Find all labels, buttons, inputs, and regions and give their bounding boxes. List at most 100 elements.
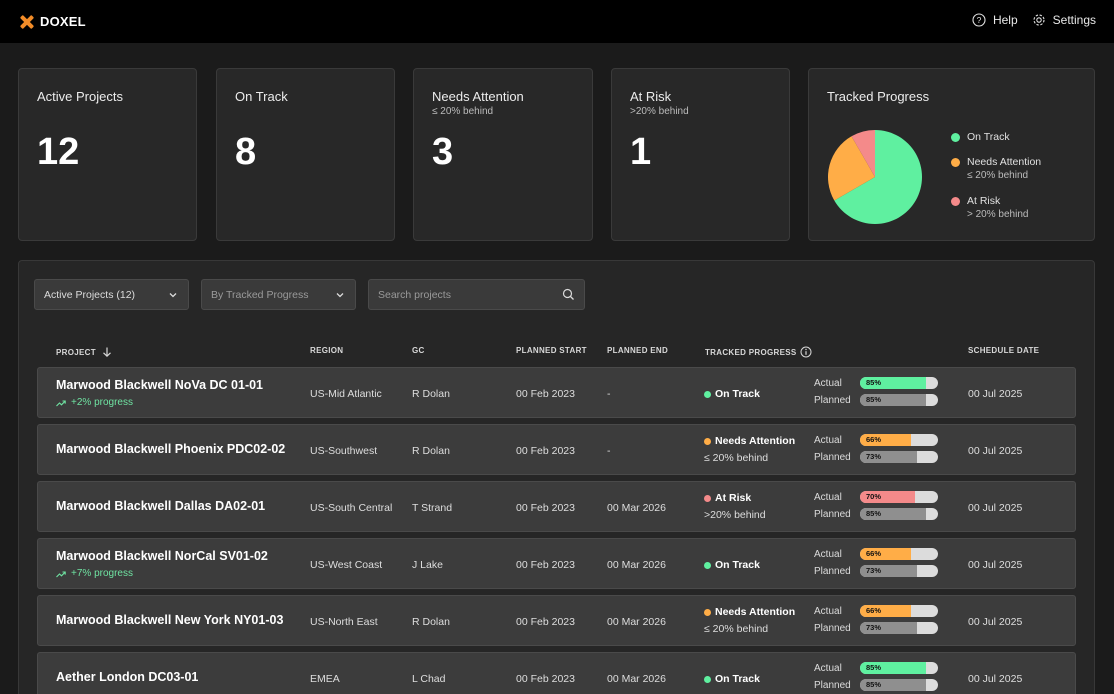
- project-name[interactable]: Marwood Blackwell NoVa DC 01-01: [56, 378, 264, 392]
- project-name[interactable]: Marwood Blackwell Phoenix PDC02-02: [56, 442, 286, 456]
- region: US-Mid Atlantic: [310, 388, 382, 400]
- settings-link[interactable]: Settings: [1032, 13, 1096, 27]
- actual-progress-value: 66%: [860, 548, 912, 560]
- planned-progress-bar: 85%: [860, 508, 938, 520]
- actual-progress-bar: 85%: [860, 662, 938, 674]
- project-row[interactable]: Marwood Blackwell Dallas DA02-01 US-Sout…: [37, 481, 1076, 532]
- actual-label: Actual: [814, 435, 842, 446]
- planned-start: 00 Feb 2023: [516, 616, 575, 628]
- status-sublabel: ≤ 20% behind: [704, 623, 769, 635]
- column-header-tracked-progress[interactable]: TRACKED PROGRESS: [705, 346, 812, 358]
- project-name[interactable]: Aether London DC03-01: [56, 670, 199, 684]
- project-name[interactable]: Marwood Blackwell Dallas DA02-01: [56, 499, 266, 513]
- region: US-Southwest: [310, 445, 378, 457]
- card-value: 1: [630, 131, 652, 173]
- card-on-track[interactable]: On Track 8: [216, 68, 395, 241]
- status-dot: [704, 390, 711, 398]
- card-title: On Track: [235, 89, 288, 104]
- help-icon: ?: [972, 13, 986, 27]
- search-placeholder: Search projects: [378, 288, 451, 301]
- project-row[interactable]: Aether London DC03-01 EMEA L Chad 00 Feb…: [37, 652, 1076, 694]
- region: US-North East: [310, 616, 378, 628]
- planned-label: Planned: [814, 452, 851, 463]
- planned-progress-bar: 73%: [860, 451, 938, 463]
- project-row[interactable]: Marwood Blackwell NorCal SV01-02 +7% pro…: [37, 538, 1076, 589]
- schedule-date: 00 Jul 2025: [968, 445, 1023, 457]
- status-badge: Needs Attention: [704, 606, 795, 618]
- planned-label: Planned: [814, 395, 851, 406]
- search-icon[interactable]: [562, 288, 575, 301]
- card-active-projects[interactable]: Active Projects 12: [18, 68, 197, 241]
- planned-end: 00 Mar 2026: [607, 673, 666, 685]
- logo[interactable]: DOXEL: [19, 14, 86, 29]
- status-dot: [704, 494, 711, 502]
- top-bar: DOXEL ? Help Settings: [0, 0, 1114, 43]
- actual-label: Actual: [814, 549, 842, 560]
- planned-progress-value: 73%: [860, 565, 917, 577]
- tracked-progress-pie-chart: [828, 130, 922, 224]
- project-name[interactable]: Marwood Blackwell NorCal SV01-02: [56, 549, 268, 563]
- legend-label: At Risk: [967, 195, 1001, 207]
- planned-progress-bar: 73%: [860, 565, 938, 577]
- column-header-planned-start[interactable]: PLANNED START: [516, 346, 587, 355]
- planned-progress-bar: 85%: [860, 679, 938, 691]
- planned-start: 00 Feb 2023: [516, 445, 575, 457]
- planned-progress-bar: 73%: [860, 622, 938, 634]
- planned-end: -: [607, 445, 611, 457]
- gc: R Dolan: [412, 388, 450, 400]
- column-header-region[interactable]: REGION: [310, 346, 344, 355]
- card-value: 12: [37, 131, 80, 173]
- legend-swatch: [951, 197, 960, 206]
- sort-arrow-down-icon: [102, 347, 111, 358]
- card-needs-attention[interactable]: Needs Attention ≤ 20% behind 3: [413, 68, 593, 241]
- planned-progress-value: 85%: [860, 679, 927, 691]
- planned-start: 00 Feb 2023: [516, 388, 575, 400]
- pie-slice-at-risk[interactable]: [851, 130, 876, 177]
- progress-delta-label: +2% progress: [71, 397, 133, 408]
- search-input[interactable]: Search projects: [368, 279, 585, 310]
- pie-slice-needs-attention[interactable]: [828, 136, 875, 201]
- help-link[interactable]: ? Help: [972, 13, 1018, 27]
- column-header-project[interactable]: PROJECT: [56, 346, 113, 358]
- column-header-planned-end[interactable]: PLANNED END: [607, 346, 669, 355]
- status-label: At Risk: [715, 492, 752, 504]
- column-header-label: PROJECT: [56, 347, 96, 357]
- gc: L Chad: [412, 673, 446, 685]
- progress-delta-label: +7% progress: [71, 568, 133, 579]
- card-title: Active Projects: [37, 89, 123, 104]
- actual-progress-value: 70%: [860, 491, 915, 503]
- trending-up-icon: [56, 570, 66, 577]
- progress-delta: +2% progress: [56, 397, 133, 408]
- progress-delta: +7% progress: [56, 568, 133, 579]
- project-name[interactable]: Marwood Blackwell New York NY01-03: [56, 613, 284, 627]
- legend-sublabel: > 20% behind: [967, 209, 1029, 220]
- project-row[interactable]: Marwood Blackwell NoVa DC 01-01 +2% prog…: [37, 367, 1076, 418]
- column-header-gc[interactable]: GC: [412, 346, 425, 355]
- chevron-down-icon: [336, 293, 344, 298]
- column-header-schedule-date[interactable]: SCHEDULE DATE: [968, 346, 1040, 355]
- actual-label: Actual: [814, 663, 842, 674]
- legend-label: On Track: [967, 131, 1010, 143]
- project-row[interactable]: Marwood Blackwell New York NY01-03 US-No…: [37, 595, 1076, 646]
- actual-progress-bar: 70%: [860, 491, 938, 503]
- card-at-risk[interactable]: At Risk >20% behind 1: [611, 68, 790, 241]
- region: US-West Coast: [310, 559, 383, 571]
- project-row[interactable]: Marwood Blackwell Phoenix PDC02-02 US-So…: [37, 424, 1076, 475]
- brand-name: DOXEL: [40, 14, 86, 29]
- actual-progress-value: 85%: [860, 662, 927, 674]
- schedule-date: 00 Jul 2025: [968, 502, 1023, 514]
- actual-progress-value: 85%: [860, 377, 927, 389]
- status-label: On Track: [715, 388, 760, 400]
- planned-label: Planned: [814, 623, 851, 634]
- help-label: Help: [992, 13, 1018, 27]
- planned-label: Planned: [814, 509, 851, 520]
- status-dot: [704, 437, 711, 445]
- sort-dropdown[interactable]: By Tracked Progress: [201, 279, 356, 310]
- actual-label: Actual: [814, 492, 842, 503]
- pie-slice-on-track[interactable]: [834, 130, 922, 224]
- card-title: Tracked Progress: [827, 89, 930, 104]
- actual-progress-bar: 66%: [860, 605, 938, 617]
- project-filter-dropdown[interactable]: Active Projects (12): [34, 279, 189, 310]
- status-label: On Track: [715, 673, 760, 685]
- info-icon[interactable]: [800, 346, 812, 358]
